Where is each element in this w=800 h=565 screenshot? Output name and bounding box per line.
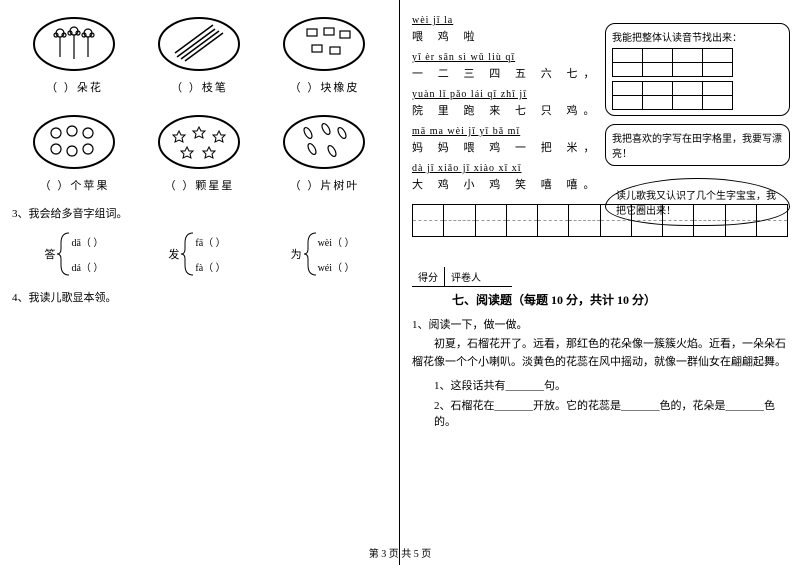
brace-da-label: 答: [44, 246, 55, 262]
bubble-2-text: 我把喜欢的字写在田字格里，我要写漂亮！: [612, 134, 782, 160]
brace-da-opt2: dá（ ）: [71, 259, 103, 274]
syllable-grid-2: [612, 81, 733, 110]
counting-row-2: （ ）个苹果 （ ）颗星星: [12, 113, 387, 193]
brace-wei: 为 wèi（ ） wéi（ ）: [291, 231, 355, 277]
caption-flowers: （ ）朵花: [32, 79, 117, 95]
brace-wei-label: 为: [291, 246, 302, 262]
item-apples: （ ）个苹果: [32, 113, 117, 193]
polyphone-row: 答 dā（ ） dá（ ） 发 fā（ ） fà（ ） 为: [12, 231, 387, 277]
bubble-3-text: 读儿歌我又认识了几个生字宝宝，我把它圈出来！: [616, 191, 776, 217]
brace-wei-opt2: wéi（ ）: [318, 259, 355, 274]
grader-label: 评卷人: [445, 267, 487, 286]
caption-stars: （ ）颗星星: [157, 177, 242, 193]
section-7-title: 七、阅读题（每题 10 分，共计 10 分）: [452, 291, 788, 308]
caption-pencils: （ ）枝笔: [157, 79, 242, 95]
item-pencils: （ ）枝笔: [157, 15, 242, 95]
poem-hz-2: 院 里 跑 来 七 只 鸡。: [412, 102, 607, 118]
poem-py-0: wèi jī la: [412, 15, 607, 26]
reading-q-title: 1、阅读一下，做一做。: [412, 316, 788, 332]
bubble-3: 读儿歌我又认识了几个生字宝宝，我把它圈出来！: [605, 178, 790, 226]
poem-py-2: yuàn lǐ pǎo lái qī zhī jī: [412, 89, 607, 100]
caption-erasers: （ ）块橡皮: [282, 79, 367, 95]
score-box: 得分 评卷人: [412, 267, 512, 287]
poem-area: wèi jī la 喂 鸡 啦 yī èr sān sì wǔ liù qī 一…: [412, 15, 607, 200]
bubble-column: 我能把整体认读音节找出来： 我把喜欢的字写在田字格里，我要写漂亮！ 读儿歌我又认…: [605, 15, 790, 226]
question-3-title: 3、我会给多音字组词。: [12, 205, 387, 221]
poem-py-1: yī èr sān sì wǔ liù qī: [412, 52, 607, 63]
caption-apples: （ ）个苹果: [32, 177, 117, 193]
poem-hz-0: 喂 鸡 啦: [412, 28, 607, 44]
syllable-grid: [612, 48, 733, 77]
brace-fa-opt1: fā（ ）: [195, 234, 225, 249]
reading-passage: 初夏，石榴花开了。远看，那红色的花朵像一簇簇火焰。近看，一朵朵石榴花像一个个小喇…: [412, 336, 788, 371]
poem-hz-3: 妈 妈 喂 鸡 一 把 米，: [412, 139, 607, 155]
counting-row-1: （ ）朵花 （ ）枝笔 （ ）: [12, 15, 387, 95]
bubble-1: 我能把整体认读音节找出来：: [605, 23, 790, 116]
item-flowers: （ ）朵花: [32, 15, 117, 95]
bubble-2: 我把喜欢的字写在田字格里，我要写漂亮！: [605, 124, 790, 166]
poem-hz-1: 一 二 三 四 五 六 七，: [412, 65, 607, 81]
page-footer: 第 3 页 共 5 页: [0, 545, 800, 560]
bubble-1-text: 我能把整体认读音节找出来：: [612, 29, 783, 44]
caption-leaves: （ ）片树叶: [282, 177, 367, 193]
brace-fa: 发 fā（ ） fà（ ）: [168, 231, 225, 277]
reading-sub1: 1、这段话共有_______句。: [434, 377, 788, 393]
item-leaves: （ ）片树叶: [282, 113, 367, 193]
brace-wei-opt1: wèi（ ）: [318, 234, 355, 249]
item-stars: （ ）颗星星: [157, 113, 242, 193]
poem-py-4: dà jī xiǎo jī xiào xī xī: [412, 163, 607, 174]
score-label: 得分: [412, 267, 445, 286]
brace-fa-opt2: fà（ ）: [195, 259, 225, 274]
item-erasers: （ ）块橡皮: [282, 15, 367, 95]
poem-py-3: mā ma wèi jī yī bǎ mǐ: [412, 126, 607, 137]
reading-sub2: 2、石榴花在_______开放。它的花蕊是_______色的，花朵是______…: [434, 397, 788, 429]
brace-da: 答 dā（ ） dá（ ）: [44, 231, 103, 277]
brace-fa-label: 发: [168, 246, 179, 262]
question-4-title: 4、我读儿歌显本领。: [12, 289, 387, 305]
brace-da-opt1: dā（ ）: [71, 234, 103, 249]
poem-hz-4: 大 鸡 小 鸡 笑 嘻 嘻。: [412, 176, 607, 192]
